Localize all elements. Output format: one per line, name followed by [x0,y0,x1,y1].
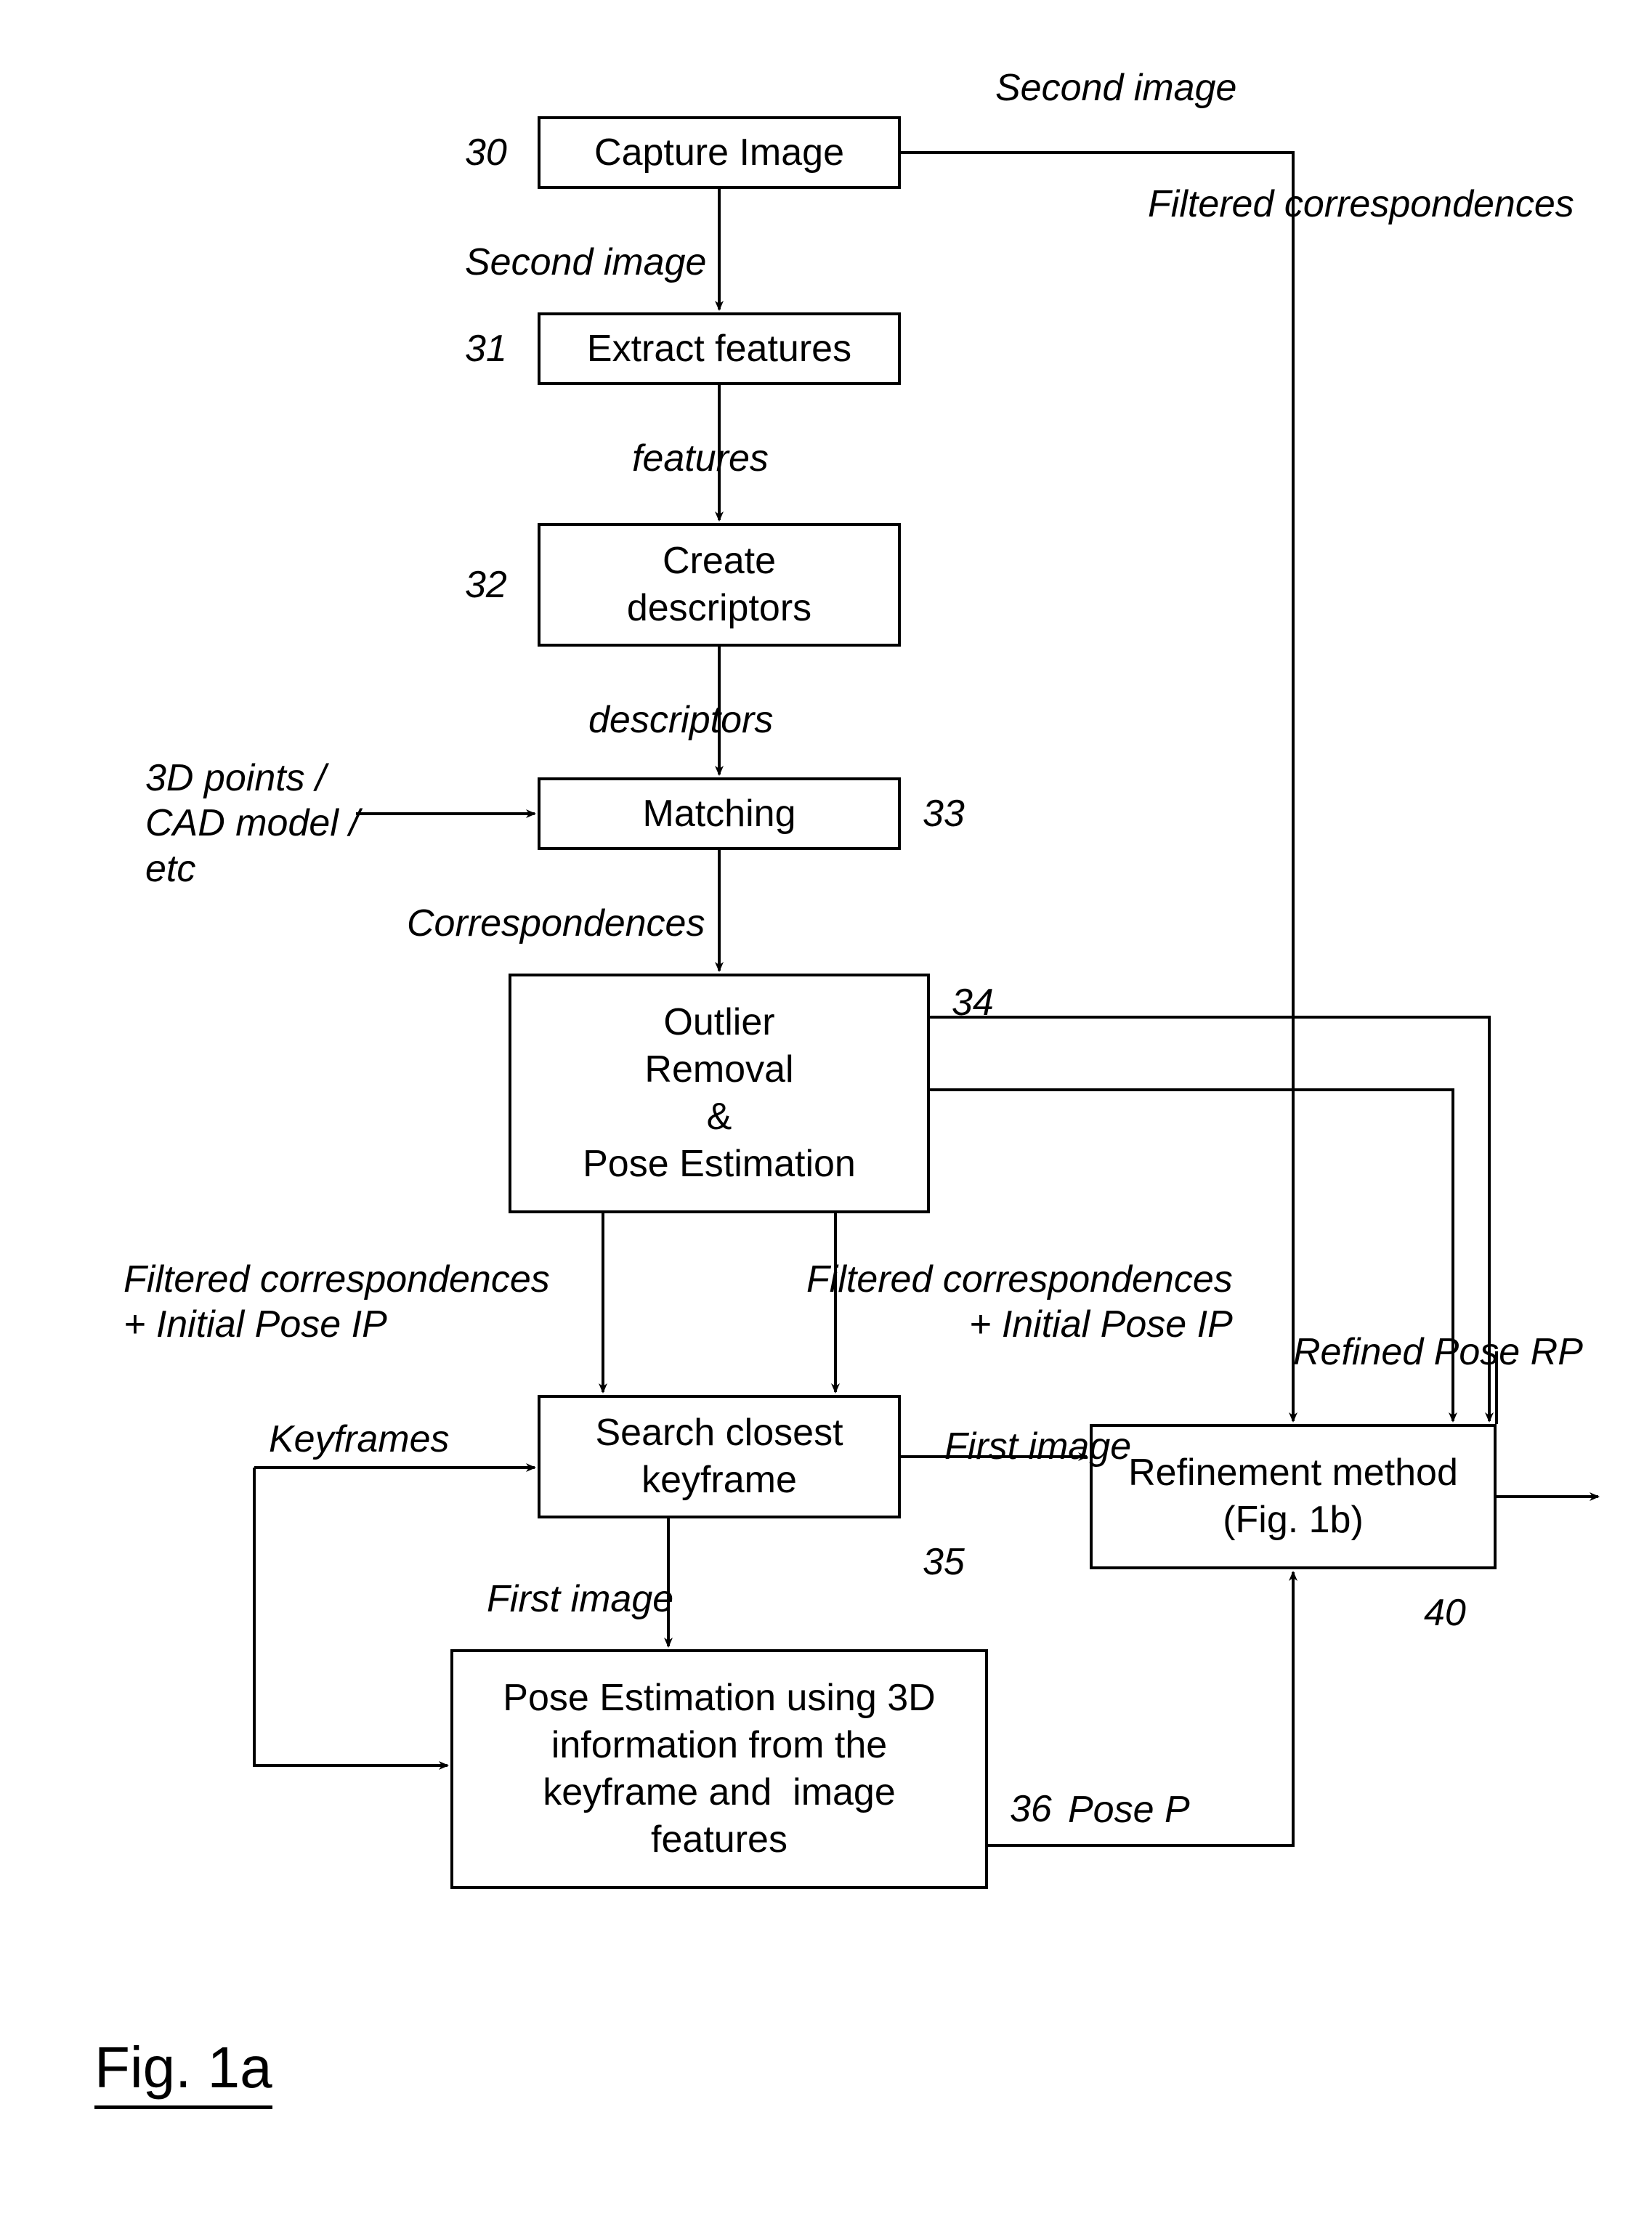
box-label: Matching [643,790,796,838]
box-search-keyframe: Search closest keyframe [538,1395,901,1518]
label-second-image-top: Second image [995,65,1236,110]
box-outlier-removal: Outlier Removal & Pose Estimation [509,974,930,1213]
box-pose-estimation-3d: Pose Estimation using 3D information fro… [450,1649,988,1889]
label-filtered-ip-right: Filtered correspondences + Initial Pose … [806,1257,1233,1348]
num-33: 33 [923,792,965,836]
label-first-image-left: First image [487,1577,673,1622]
num-31: 31 [465,327,507,371]
box-label: Search closest keyframe [595,1409,843,1504]
box-label: Pose Estimation using 3D information fro… [503,1675,935,1864]
box-refinement-method: Refinement method (Fig. 1b) [1090,1424,1497,1569]
box-matching: Matching [538,777,901,850]
label-refined-rp: Refined Pose RP [1293,1330,1583,1375]
label-features: features [632,436,769,481]
box-create-descriptors: Create descriptors [538,523,901,647]
num-36: 36 [1010,1787,1052,1831]
box-label: Extract features [587,325,851,373]
num-30: 30 [465,131,507,174]
label-correspondences: Correspondences [407,901,705,946]
num-35: 35 [923,1540,965,1584]
box-label: Refinement method (Fig. 1b) [1128,1449,1458,1544]
box-label: Capture Image [594,129,844,177]
label-filtered-ip-left: Filtered correspondences + Initial Pose … [124,1257,550,1348]
figure-label: Fig. 1a [94,2034,272,2109]
box-extract-features: Extract features [538,312,901,385]
num-40: 40 [1424,1591,1466,1635]
label-3d-points: 3D points / CAD model / etc [145,756,360,891]
num-34: 34 [952,981,994,1024]
num-32: 32 [465,563,507,607]
box-label: Create descriptors [627,538,811,632]
label-keyframes: Keyframes [269,1417,450,1462]
diagram-page: Capture Image 30 Extract features 31 Cre… [0,0,1652,2213]
box-capture-image: Capture Image [538,116,901,189]
label-second-image-v: Second image [465,240,706,285]
label-pose-p: Pose P [1068,1787,1190,1832]
label-filtered-corr-top: Filtered correspondences [1148,182,1574,227]
label-first-image-right: First image [944,1424,1131,1469]
label-descriptors: descriptors [588,697,773,743]
box-label: Outlier Removal & Pose Estimation [583,999,856,1188]
